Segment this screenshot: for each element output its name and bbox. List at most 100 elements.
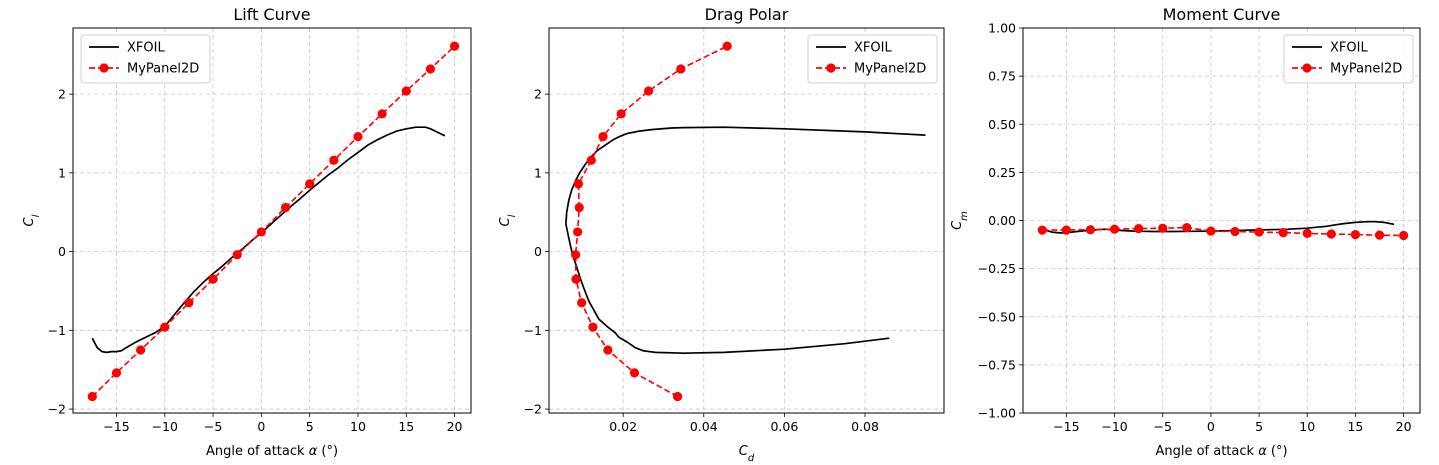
plot-frame: [72, 27, 472, 414]
legend-label: XFOIL: [127, 41, 165, 56]
y-tick-label: 1: [58, 165, 66, 180]
y-tick-label: 0: [58, 244, 66, 259]
moment-curve-mypanel2d-point: [1182, 223, 1192, 233]
x-tick-label: 20: [1396, 419, 1412, 434]
x-tick-label: −15: [1053, 419, 1079, 434]
lift-curve-mypanel2d-point: [353, 132, 363, 142]
y-tick-label: 0.00: [988, 213, 1016, 228]
moment-curve-title: Moment Curve: [1163, 5, 1281, 24]
x-tick-label: 10: [1299, 419, 1315, 434]
moment-curve-mypanel2d-point: [1158, 223, 1168, 233]
y-axis-label: Cl: [498, 214, 518, 226]
drag-polar-title: Drag Polar: [705, 5, 789, 24]
moment-curve-mypanel2d-point: [1278, 228, 1288, 238]
drag-polar-mypanel2d-point: [571, 274, 581, 284]
drag-polar-mypanel2d-point: [571, 250, 581, 260]
legend-label: XFOIL: [1330, 41, 1368, 56]
legend-label: XFOIL: [854, 41, 892, 56]
lift-curve-mypanel2d-point: [136, 345, 146, 355]
x-tick-label: −10: [1101, 419, 1127, 434]
panel-drag-polar: Drag Polar 0.02 0.04 0.06 0.08 −2 −1 0 1 2 Cd Cl XF…: [498, 5, 945, 464]
x-tick-label: 0: [1207, 419, 1215, 434]
lift-curve-mypanel2d-point: [377, 109, 387, 119]
y-tick-label: −2: [48, 402, 66, 417]
x-tick-label: −15: [103, 419, 129, 434]
drag-polar-mypanel2d-point: [577, 298, 587, 308]
x-tick-label: 0.08: [851, 419, 879, 434]
x-tick-label: 15: [398, 419, 414, 434]
x-axis-label: Cd: [739, 444, 755, 464]
y-tick-label: 2: [58, 87, 66, 102]
x-tick-label: 5: [306, 419, 314, 434]
moment-curve-mypanel2d-point: [1061, 225, 1071, 235]
plot-frame: [1022, 27, 1421, 414]
y-tick-label: −1: [524, 323, 542, 338]
moment-curve-mypanel2d-point: [1134, 223, 1144, 234]
drag-polar-mypanel2d-point: [672, 391, 683, 402]
lift-curve-mypanel2d-point: [184, 298, 194, 308]
drag-polar-mypanel2d-point: [598, 132, 608, 142]
moment-curve-mypanel2d-point: [1037, 225, 1047, 235]
moment-curve-mypanel2d-point: [1302, 228, 1312, 238]
lift-curve-mypanel2d-point: [208, 274, 218, 284]
x-tick-label: 0.04: [690, 419, 718, 434]
lift-curve-mypanel2d-point: [256, 227, 266, 237]
drag-polar-mypanel2d-point: [676, 64, 686, 74]
moment-curve-mypanel2d-point: [1109, 224, 1120, 234]
panel-lift-curve: Lift Curve −15 −10 −5 0 5 10 15 20−2−1012Angle …: [22, 5, 472, 459]
drag-polar-mypanel2d-point: [643, 86, 654, 96]
x-tick-label: 10: [350, 419, 366, 434]
moment-curve-xfoil-line: [1042, 220, 1395, 234]
y-tick-label: 0.25: [988, 165, 1016, 180]
lift-curve-title: Lift Curve: [233, 5, 310, 24]
x-tick-label: 5: [1255, 419, 1263, 434]
plot-frame: [548, 27, 945, 414]
x-tick-label: 0.06: [770, 419, 798, 434]
x-tick-label: −10: [152, 419, 178, 434]
drag-polar-mypanel2d-line: [574, 45, 728, 398]
y-tick-label: 1.00: [988, 21, 1016, 36]
drag-polar-mypanel2d-point: [586, 155, 596, 165]
lift-curve-mypanel2d-point: [280, 202, 291, 213]
lift-curve-mypanel2d-line: [91, 45, 456, 398]
moment-curve-mypanel2d-point: [1085, 225, 1096, 235]
moment-curve-mypanel2d-point: [1399, 230, 1409, 241]
y-tick-label: 0.75: [988, 69, 1016, 84]
moment-curve-mypanel2d-point: [1230, 226, 1240, 237]
lift-curve-mypanel2d-point: [111, 368, 122, 378]
legend-label: MyPanel2D: [127, 62, 199, 77]
lift-curve-mypanel2d-point: [232, 250, 242, 260]
y-tick-label: 2: [534, 87, 542, 102]
drag-polar-xfoil-line: [565, 126, 926, 355]
lift-curve-mypanel2d-point: [449, 41, 460, 51]
legend-label: MyPanel2D: [854, 62, 926, 77]
y-axis-label: Cm: [950, 211, 970, 230]
y-tick-label: 0: [534, 244, 542, 259]
lift-curve-mypanel2d-point: [305, 179, 315, 189]
x-tick-label: 20: [447, 419, 463, 434]
y-axis-label: Cl: [22, 214, 42, 226]
drag-polar-mypanel2d-point: [616, 109, 626, 119]
x-axis-label: Angle of attack α (°): [1155, 444, 1287, 459]
lift-curve-mypanel2d-point: [160, 322, 170, 332]
drag-polar-mypanel2d-point: [574, 202, 584, 213]
x-axis-label: Angle of attack α (°): [206, 444, 338, 459]
x-tick-label: −5: [204, 419, 222, 434]
drag-polar-mypanel2d-point: [573, 179, 584, 189]
y-tick-label: −0.25: [978, 261, 1016, 276]
lift-curve-mypanel2d-point: [401, 86, 411, 96]
y-tick-label: −0.75: [978, 357, 1016, 372]
y-tick-label: −0.50: [978, 309, 1016, 324]
x-tick-label: −5: [1154, 419, 1172, 434]
moment-curve-legend: XFOIL MyPanel2D: [1283, 34, 1414, 84]
lift-curve-mypanel2d-point: [87, 391, 97, 402]
drag-polar-mypanel2d-point: [722, 41, 732, 51]
moment-curve-mypanel2d-point: [1326, 229, 1336, 239]
moment-curve-mypanel2d-point: [1254, 227, 1264, 237]
moment-curve-mypanel2d-point: [1350, 229, 1361, 240]
legend-marker: [826, 63, 836, 73]
lift-curve-xfoil-line: [91, 126, 446, 354]
lift-curve-mypanel2d-point: [329, 155, 339, 165]
drag-polar-mypanel2d-point: [573, 227, 583, 237]
